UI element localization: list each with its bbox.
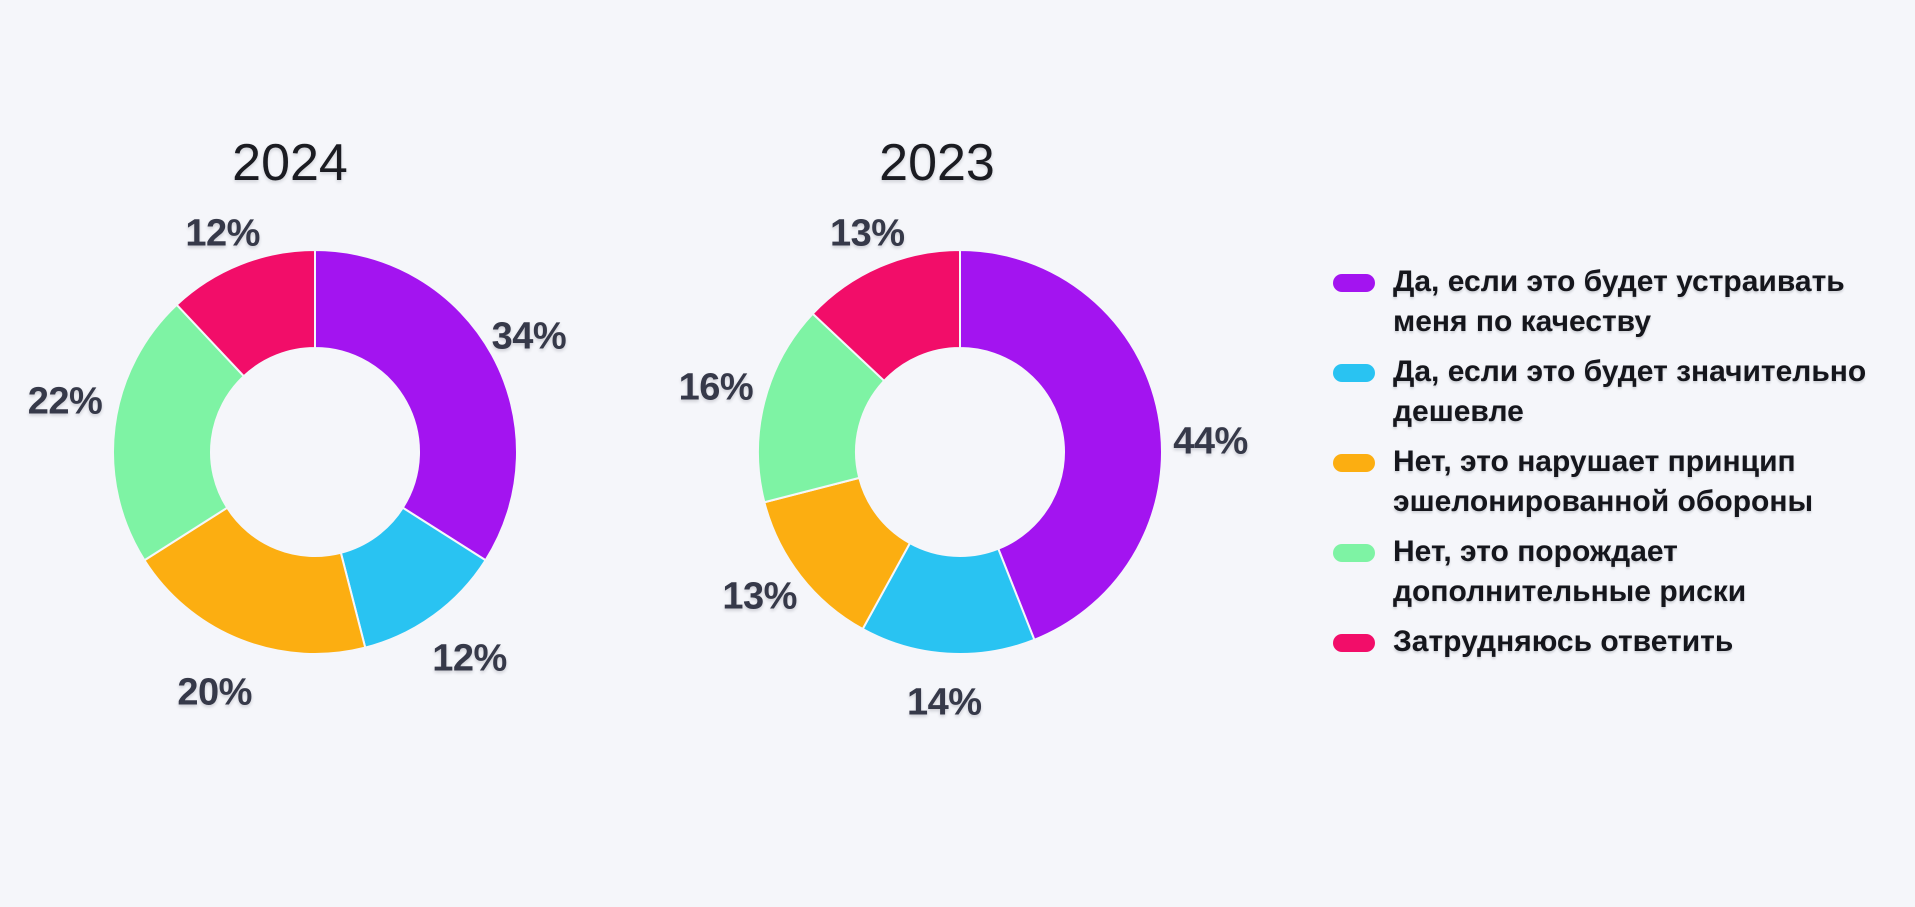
legend-label: Да, если это будет устраивать меня по ка… (1393, 265, 1845, 338)
percent-label-2024-4: 12% (185, 212, 260, 255)
legend-item-1: Да, если это будет значительно дешевле (1333, 352, 1866, 432)
legend-item-2: Нет, это нарушает принцип эшелонированно… (1333, 442, 1813, 522)
donut-slice-2023-3 (757, 312, 886, 504)
legend-swatch-icon (1333, 274, 1375, 292)
donut-slice-2024-4 (175, 248, 316, 378)
donut-slice-2024-3 (112, 303, 246, 562)
percent-label-2024-3: 22% (27, 380, 103, 423)
legend-swatch-icon (1333, 364, 1375, 382)
chart-title-2023: 2023 (879, 134, 995, 193)
donut-slice-2023-0 (959, 248, 1163, 642)
donut-slice-2024-2 (143, 506, 367, 655)
legend-swatch-icon (1333, 454, 1375, 472)
legend-item-4: Затрудняюсь ответить (1333, 622, 1733, 662)
donut-2023 (757, 248, 1163, 655)
percent-label-2024-2: 20% (177, 671, 252, 714)
legend-item-3: Нет, это порождает дополнительные риски (1333, 532, 1746, 612)
percent-label-2023-2: 13% (722, 575, 797, 618)
legend-label: Затрудняюсь ответить (1393, 625, 1734, 658)
chart-title-2024: 2024 (232, 134, 348, 193)
donut-2024 (112, 248, 518, 655)
percent-label-2024-0: 34% (491, 315, 567, 358)
percent-label-2024-1: 12% (432, 637, 507, 680)
percent-label-2023-0: 44% (1173, 420, 1248, 463)
donut-slice-2023-1 (861, 541, 1036, 655)
legend-swatch-icon (1333, 634, 1375, 652)
legend-item-0: Да, если это будет устраивать меня по ка… (1333, 262, 1845, 342)
legend-label: Да, если это будет значительно дешевле (1393, 355, 1867, 428)
percent-label-2023-1: 14% (906, 681, 982, 723)
legend-label: Нет, это нарушает принцип эшелонированно… (1393, 445, 1814, 518)
percent-label-2023-3: 16% (678, 366, 754, 409)
legend-label: Нет, это порождает дополнительные риски (1393, 535, 1747, 608)
percent-label-2023-4: 13% (830, 212, 905, 255)
donut-slice-2024-0 (314, 248, 518, 562)
donut-slice-2023-4 (811, 248, 961, 383)
legend-swatch-icon (1333, 544, 1375, 562)
